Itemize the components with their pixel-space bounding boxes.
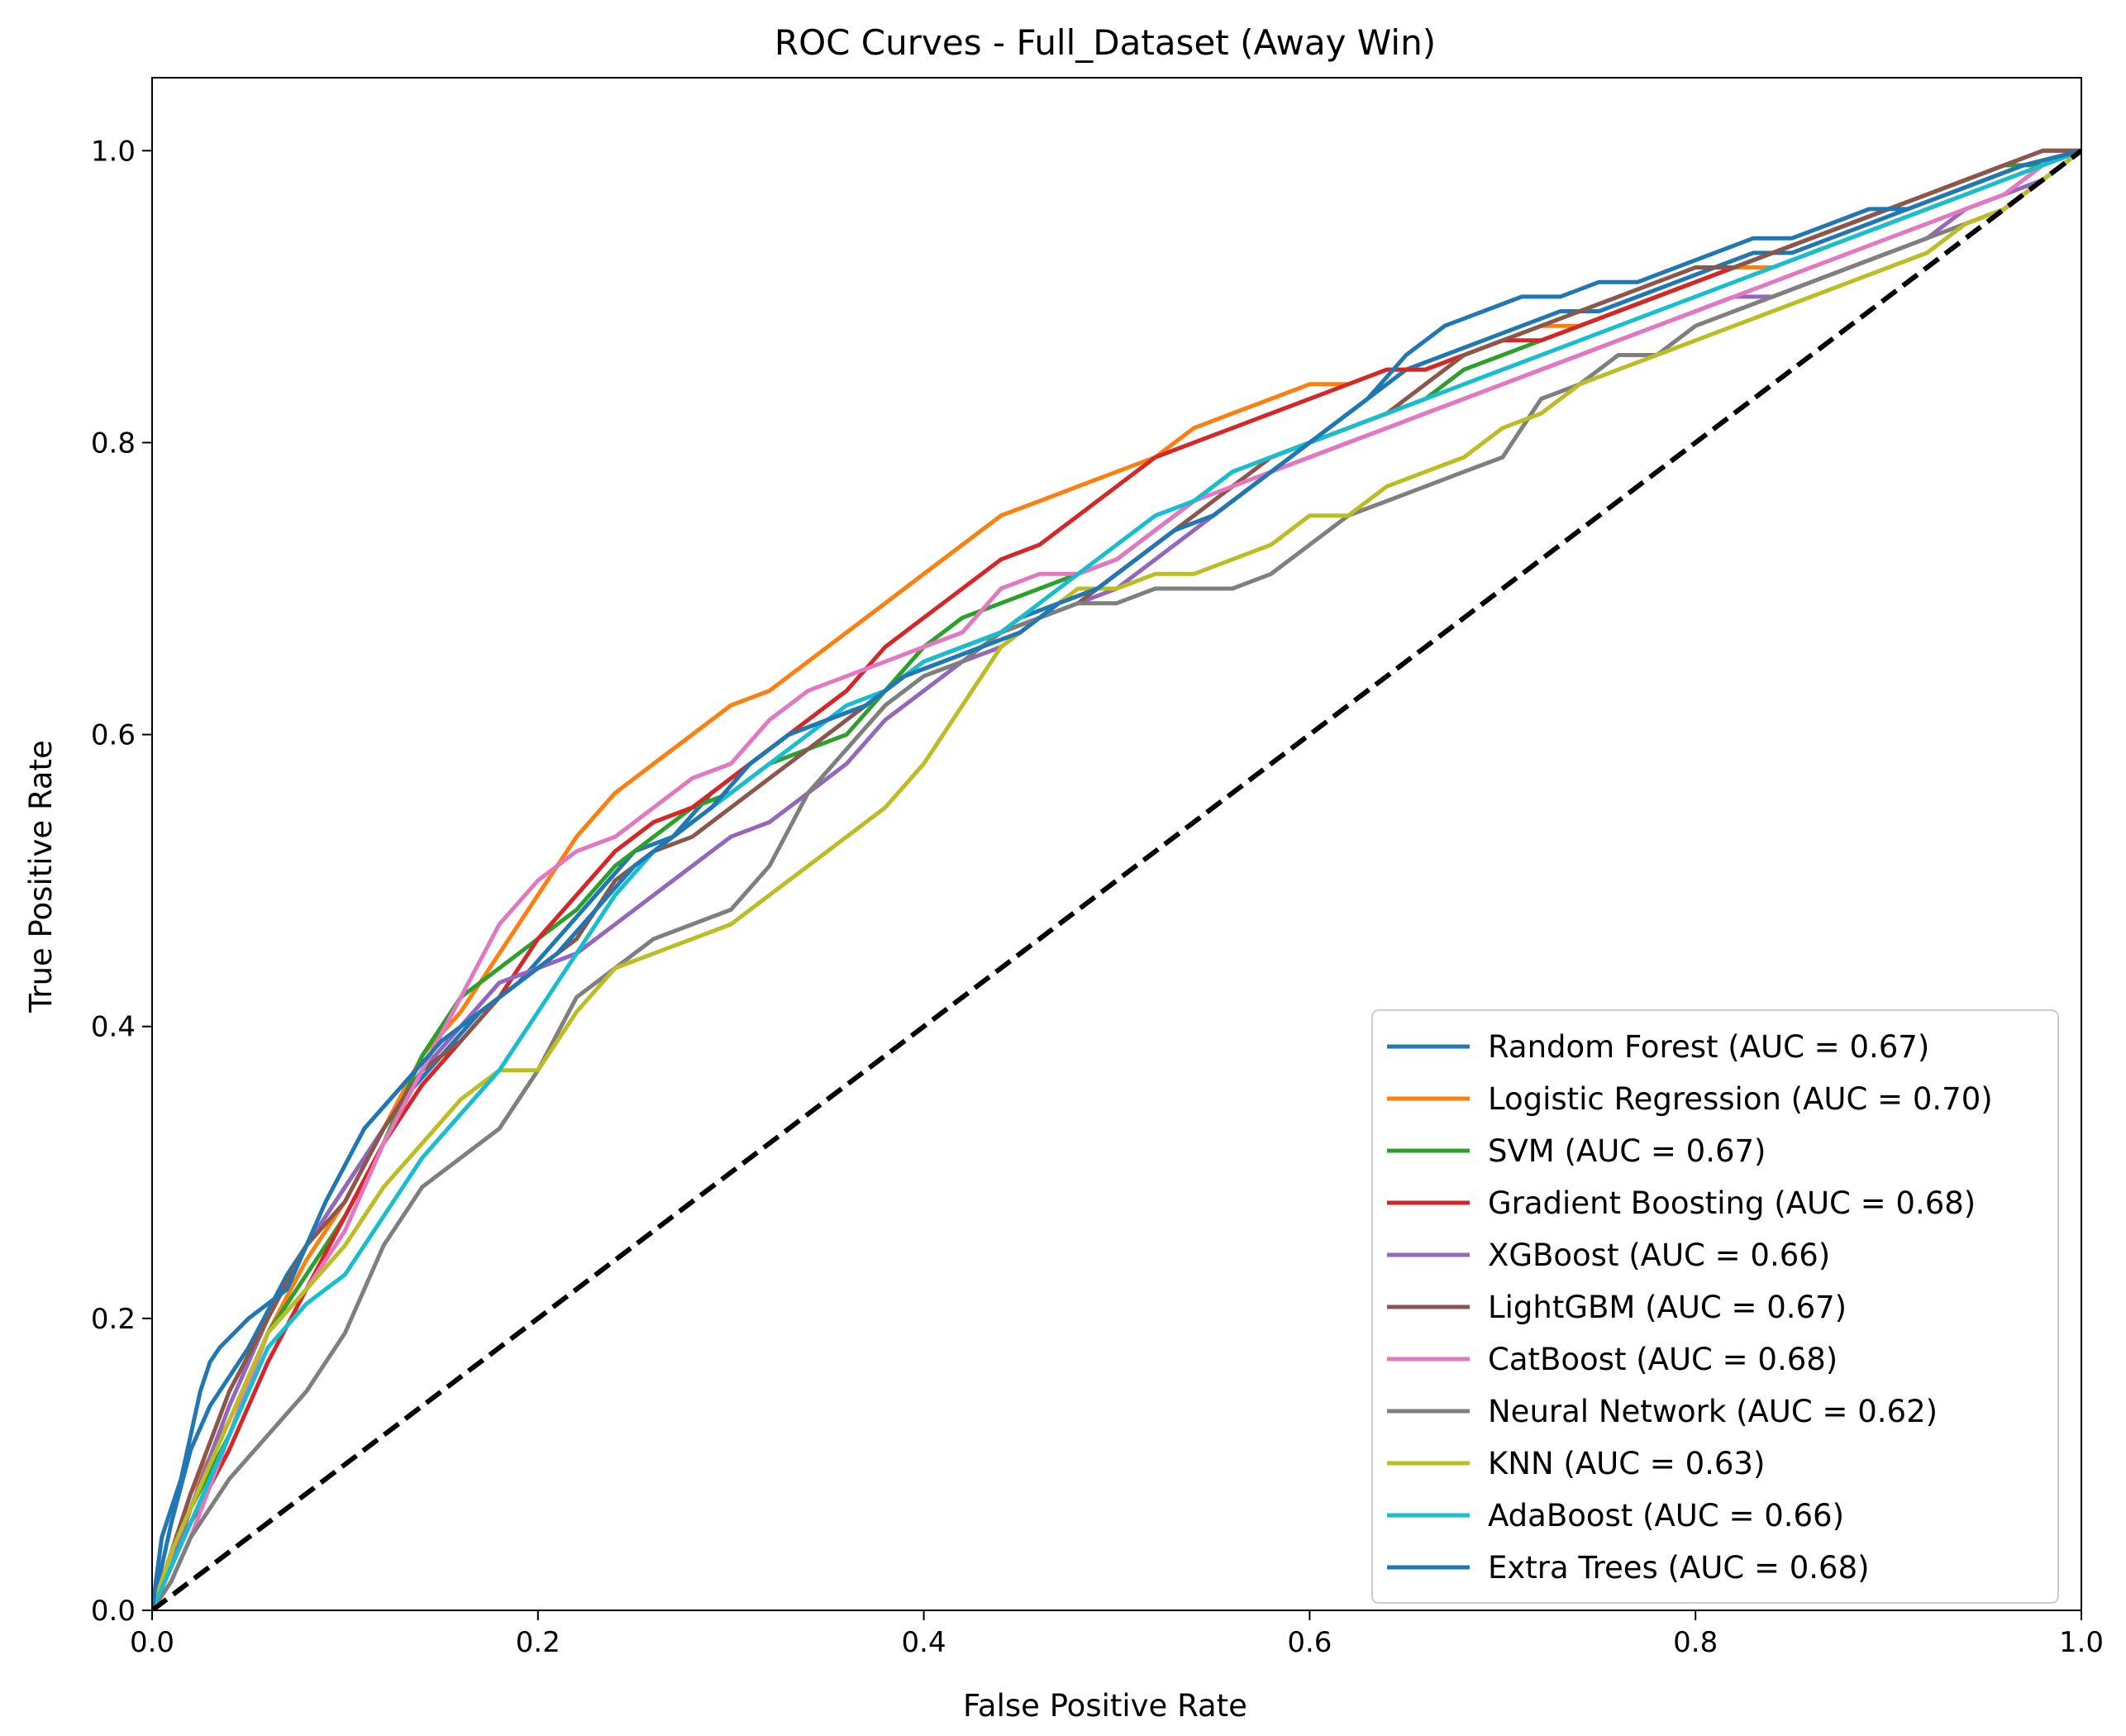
legend-box	[1371, 1009, 2059, 1604]
x-tick-label: 0.6	[1287, 1626, 1332, 1659]
x-tick-label: 0.0	[130, 1626, 174, 1659]
x-axis-label: False Positive Rate	[963, 1688, 1247, 1724]
legend-entry: Neural Network (AUC = 0.62)	[1488, 1394, 1938, 1429]
y-tick-label: 0.6	[91, 719, 136, 752]
y-tick-label: 0.0	[91, 1595, 136, 1628]
legend-entry: LightGBM (AUC = 0.67)	[1488, 1290, 1847, 1325]
legend-entry: Extra Trees (AUC = 0.68)	[1488, 1550, 1870, 1586]
legend: Random Forest (AUC = 0.67) Logistic Regre…	[1371, 1009, 2059, 1604]
y-tick-label: 0.2	[91, 1303, 136, 1336]
legend-entry: KNN (AUC = 0.63)	[1488, 1446, 1765, 1481]
legend-entry: CatBoost (AUC = 0.68)	[1488, 1342, 1838, 1377]
chart-title: ROC Curves - Full_Dataset (Away Win)	[775, 22, 1436, 63]
x-tick-label: 0.8	[1673, 1626, 1718, 1659]
legend-entry: Gradient Boosting (AUC = 0.68)	[1488, 1185, 1976, 1221]
series-line-10	[152, 148, 2081, 1610]
legend-entry: Logistic Regression (AUC = 0.70)	[1488, 1081, 1993, 1117]
series-line-7	[152, 149, 2081, 1610]
y-tick-label: 0.8	[91, 427, 136, 460]
plot-frame	[151, 77, 2082, 1611]
chance-diagonal	[152, 148, 2081, 1610]
x-tick-label: 0.4	[902, 1626, 946, 1659]
series-line-6	[152, 148, 2081, 1610]
legend-entry: XGBoost (AUC = 0.66)	[1488, 1238, 1830, 1273]
plot-area: 0.0 0.2 0.4 0.6 0.8 1.0 0.0 0.2 0.4 0.6 0.8 1.0	[91, 77, 2104, 1659]
x-tick-label: 1.0	[2059, 1626, 2104, 1659]
y-tick-label: 1.0	[91, 135, 136, 168]
series-line-9	[152, 148, 2081, 1610]
legend-entry: AdaBoost (AUC = 0.66)	[1488, 1498, 1844, 1533]
y-axis-label: True Positive Rate	[23, 740, 59, 1013]
x-tick-label: 0.2	[516, 1626, 560, 1659]
series-line-4	[152, 149, 2081, 1610]
legend-entry: Random Forest (AUC = 0.67)	[1488, 1029, 1929, 1065]
legend-entry: SVM (AUC = 0.67)	[1488, 1133, 1766, 1169]
y-tick-label: 0.4	[91, 1011, 136, 1044]
